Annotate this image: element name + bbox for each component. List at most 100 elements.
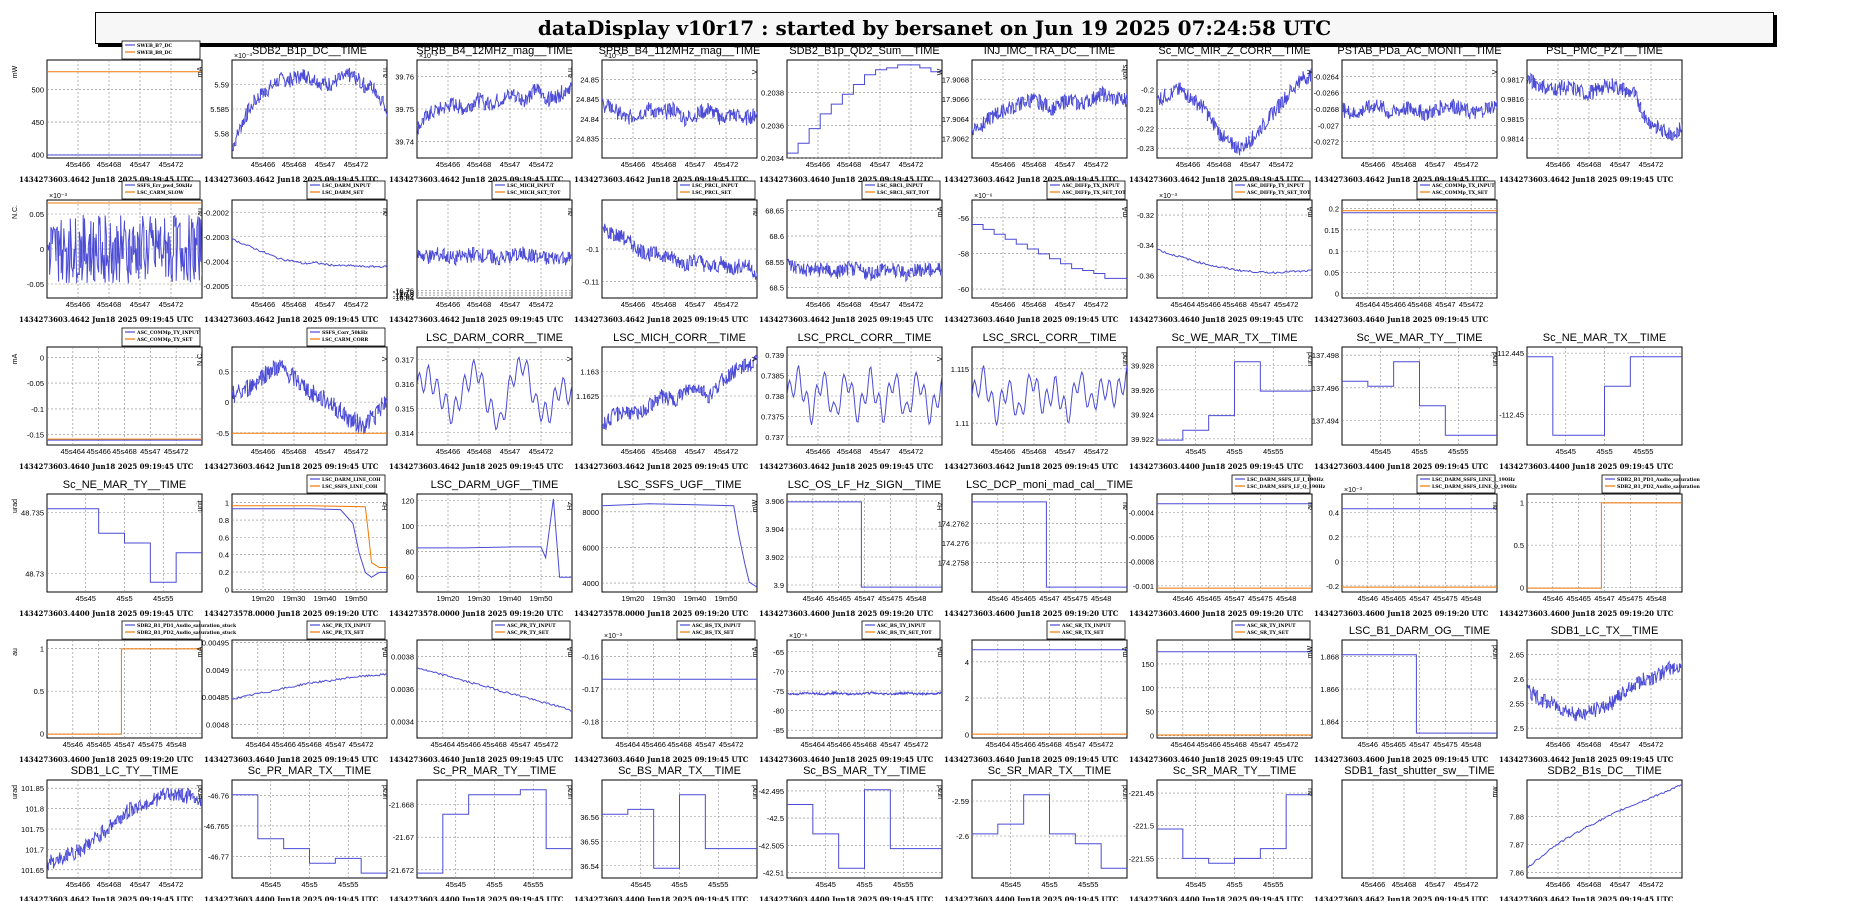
x-tick-label: 45s466 xyxy=(1176,160,1201,169)
x-tick-label: 45s466 xyxy=(641,740,666,749)
y-tick-label: -0.05 xyxy=(27,379,44,388)
plot-frame xyxy=(416,199,573,299)
x-tick-label: 45s48 xyxy=(1646,594,1666,603)
legend-entry: SDB2_B1_PD1_Audio_saturation xyxy=(1617,477,1701,483)
y-exponent-label: ×10⁻³ xyxy=(604,633,623,640)
legend-entry: LSC_DARM_SSFS_LINE_Q_190Hz xyxy=(1432,484,1517,490)
chart-panel: 45s464 45s466 45s468 45s47 45s472 -0.18 -0.17 -… xyxy=(567,620,758,764)
y-tick-label: -0.16 xyxy=(582,652,599,661)
y-axis-label: V xyxy=(937,356,944,361)
x-tick-label: 45s468 xyxy=(97,880,122,889)
x-tick-label: 45s47 xyxy=(1610,160,1630,169)
x-tick-label: 45s466 xyxy=(1546,880,1571,889)
x-tick-label: 45s5 xyxy=(856,880,872,889)
x-tick-label: 45s465 xyxy=(1566,594,1591,603)
x-tick-label: 45s45 xyxy=(816,880,836,889)
x-tick-label: 45s472 xyxy=(344,447,369,456)
y-axis-label: urad xyxy=(382,785,389,799)
legend-entry: LSC_DARM_SSFS_LF_I_190Hz xyxy=(1247,477,1324,483)
chart-timestamp: 1434273603.4642 Jun18 2025 09:19:45 UTC xyxy=(574,315,749,324)
y-axis-label: mA xyxy=(1307,206,1314,217)
y-tick-label: 137.494 xyxy=(1312,417,1339,426)
chart-title: Sc_WE_MAR_TY__TIME xyxy=(1357,332,1483,344)
y-tick-label: 24.845 xyxy=(576,95,599,104)
y-tick-label: 3.904 xyxy=(765,525,784,534)
series-line xyxy=(787,365,942,426)
y-tick-label: -0.0004 xyxy=(1129,508,1154,517)
chart-timestamp: 1434273603.4642 Jun18 2025 09:19:45 UTC xyxy=(389,315,564,324)
x-tick-label: 45s5 xyxy=(301,880,317,889)
y-tick-label: 0.0038 xyxy=(391,652,414,661)
plot-frame xyxy=(231,493,388,593)
y-tick-label: -0.1 xyxy=(586,245,599,254)
y-tick-label: 0.9817 xyxy=(1501,76,1524,85)
chart-panel: 45s464 45s466 45s468 45s47 45s472 0 2 4 mA ASC_SR… xyxy=(937,620,1128,764)
x-tick-label: 45s45 xyxy=(1371,447,1391,456)
chart-panel: Sc_WE_MAR_TX__TIME 45s45 45s5 45s55 39.922 39… xyxy=(1122,332,1313,471)
chart-title: PSL_PMC_PZT__TIME xyxy=(1546,45,1663,57)
chart-panel: Sc_PR_MAR_TY__TIME 45s45 45s5 45s55 -21.672 -… xyxy=(382,765,573,901)
y-tick-label: 0.1 xyxy=(1329,247,1339,256)
y-tick-label: 0.316 xyxy=(395,380,414,389)
x-tick-label: 45s47 xyxy=(685,447,705,456)
y-tick-label: 17.9066 xyxy=(942,95,969,104)
chart-title: Sc_BS_MAR_TX__TIME xyxy=(618,765,741,777)
y-tick-label: -56 xyxy=(958,214,969,223)
y-tick-label: 2.5 xyxy=(1514,724,1524,733)
x-tick-label: 45s46 xyxy=(63,740,83,749)
chart-title: Sc_BS_MAR_TY__TIME xyxy=(803,765,926,777)
y-tick-label: 4000 xyxy=(582,579,599,588)
x-tick-label: 45s47 xyxy=(870,160,890,169)
chart-title: SPRB_B4_112MHz_mag__TIME xyxy=(599,45,761,57)
chart-timestamp: 1434273603.4642 Jun18 2025 09:19:45 UTC xyxy=(1314,895,1489,901)
chart-timestamp: 1434273603.4400 Jun18 2025 09:19:45 UTC xyxy=(1314,462,1489,471)
series-line xyxy=(232,673,387,700)
series-line xyxy=(1157,794,1312,864)
y-tick-label: -21.668 xyxy=(389,801,414,810)
x-tick-label: 45s468 xyxy=(667,740,692,749)
x-tick-label: 45s464 xyxy=(1171,740,1196,749)
y-axis-label: au xyxy=(197,208,204,216)
y-tick-label: 0.05 xyxy=(29,210,44,219)
chart-panel: 45s466 45s468 45s47 45s472 -60 -58 -56 mA ×10⁻⁶ A… xyxy=(937,180,1128,324)
x-tick-label: 45s468 xyxy=(97,300,122,309)
plot-frame xyxy=(416,346,573,446)
y-axis-label: urad xyxy=(752,785,759,799)
x-tick-label: 45s468 xyxy=(297,740,322,749)
x-tick-label: 45s47 xyxy=(870,300,890,309)
y-tick-label: 0.2036 xyxy=(761,121,784,130)
x-tick-label: 45s468 xyxy=(1207,160,1232,169)
x-tick-label: 45s466 xyxy=(1361,160,1386,169)
y-tick-label: -0.1 xyxy=(31,405,44,414)
chart-timestamp: 1434273603.4400 Jun18 2025 09:19:45 UTC xyxy=(1129,895,1304,901)
x-tick-label: 45s5 xyxy=(1226,447,1242,456)
chart-timestamp: 1434273603.4400 Jun18 2025 09:19:45 UTC xyxy=(574,895,749,901)
x-tick-label: 45s47 xyxy=(1065,740,1085,749)
x-tick-label: 45s472 xyxy=(1639,160,1664,169)
y-tick-label: 1 xyxy=(1520,499,1524,508)
x-tick-label: 45s466 xyxy=(251,160,276,169)
y-tick-label: 400 xyxy=(31,151,44,160)
y-tick-label: -0.18 xyxy=(582,718,599,727)
y-axis-label: a.u. xyxy=(567,66,574,78)
legend-entry: LSC_CARM_CORR xyxy=(322,337,368,343)
y-tick-label: -42.51 xyxy=(763,869,784,878)
y-axis-label: V xyxy=(1307,69,1314,74)
y-axis-label: urad xyxy=(1492,352,1499,366)
y-axis-label: N.C. xyxy=(12,205,19,219)
y-tick-label: -0.027 xyxy=(1318,121,1339,130)
series-line xyxy=(972,85,1127,136)
y-tick-label: 68.55 xyxy=(765,258,784,267)
x-tick-label: 45s47 xyxy=(1055,160,1075,169)
x-tick-label: 45s48 xyxy=(1091,594,1111,603)
y-tick-label: 39.75 xyxy=(395,105,414,114)
x-tick-label: 45s5 xyxy=(1041,880,1057,889)
x-tick-label: 45s466 xyxy=(86,447,111,456)
x-tick-label: 45s468 xyxy=(852,740,877,749)
chart-panel: 45s466 45s468 45s47 45s472 68.5 68.55 68.6 68.6… xyxy=(752,180,943,324)
legend-box xyxy=(491,620,571,640)
series-line xyxy=(1157,361,1312,441)
x-tick-label: 45s45 xyxy=(1186,880,1206,889)
y-exponent-label: ×10⁻³ xyxy=(1159,193,1178,200)
y-tick-label: 101.8 xyxy=(25,805,44,814)
